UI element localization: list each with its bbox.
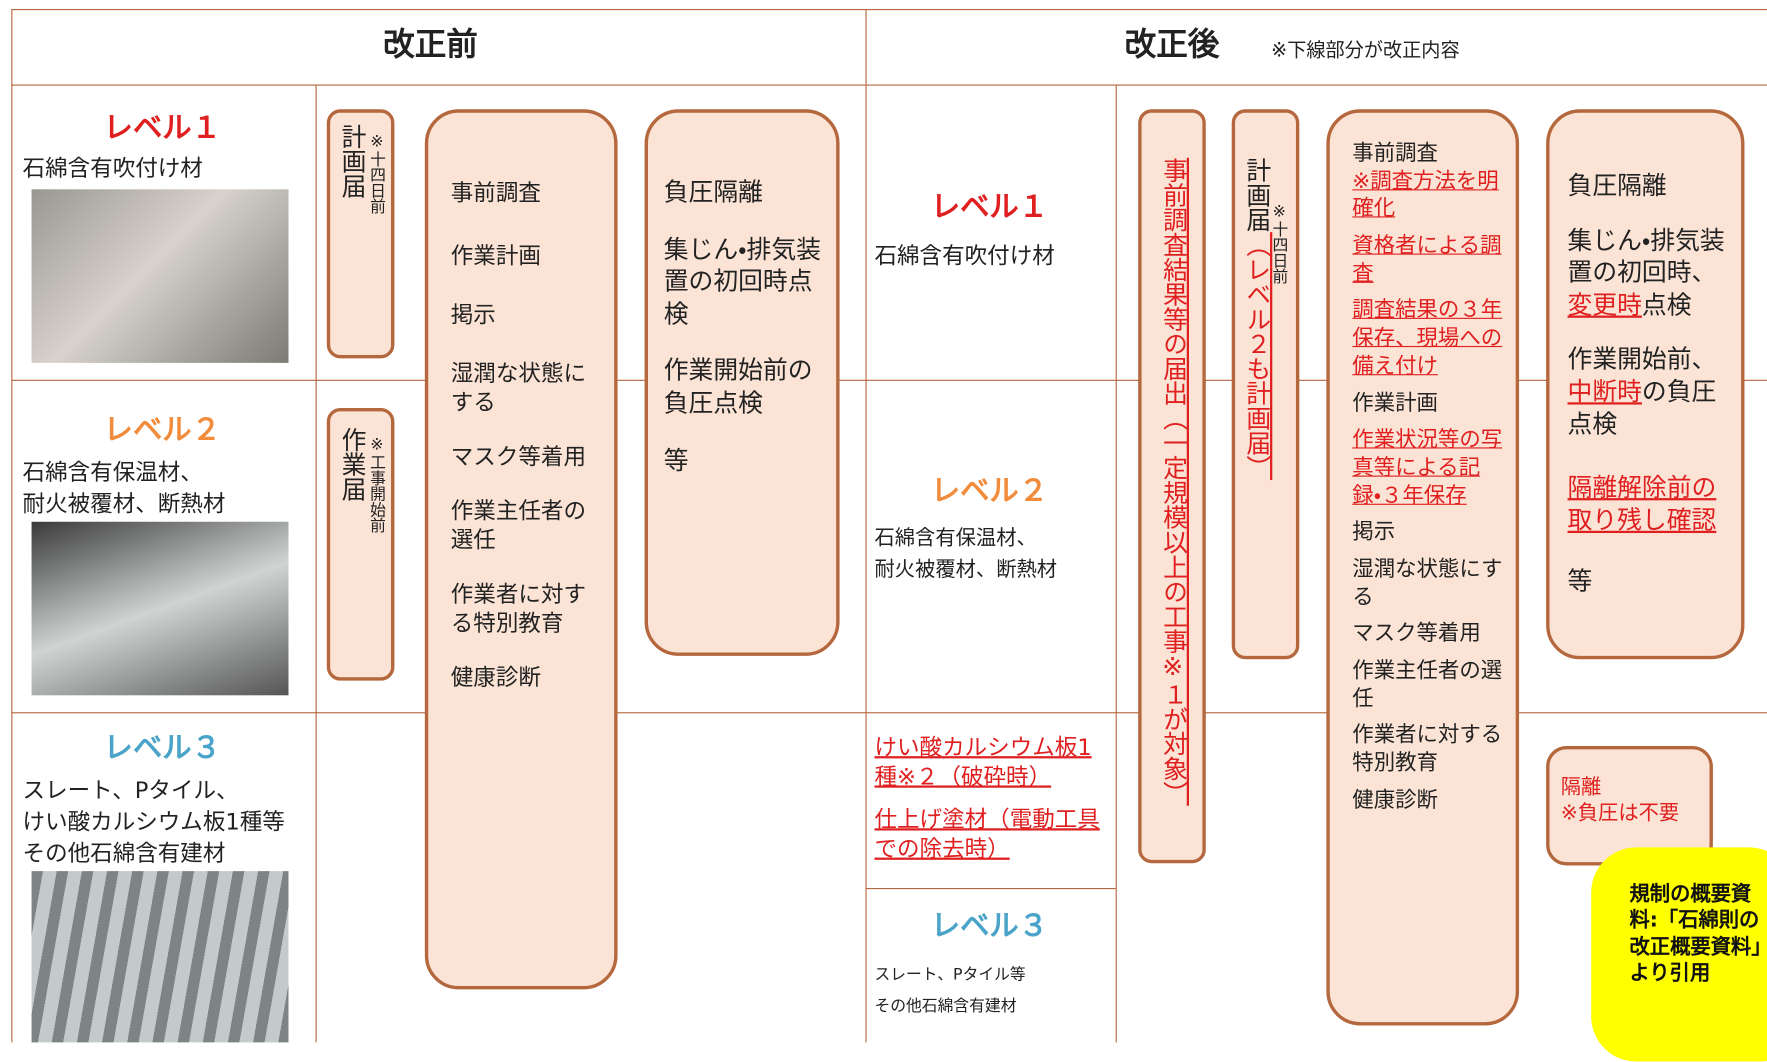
measure: 湿潤な状態にする [450, 359, 586, 416]
isolation-item: 等 [663, 446, 689, 476]
measure: 作業計画 [1352, 390, 1438, 416]
notice-note: ※十四日前 [1270, 202, 1289, 284]
measure: 湿潤な状態にする [1352, 556, 1503, 610]
notice-title: 計画届 [337, 123, 366, 199]
callout-text: 規制の概要資料:「石綿則の改正概要資料」より引用 [1629, 882, 1762, 986]
report-box: 事前調査結果等の届出（一定規模以上の工事※１が対象） [1138, 109, 1206, 864]
measure: 作業者に対する特別教育 [1352, 722, 1503, 776]
notice-title: 計画届（レベル２も計画届） [1241, 157, 1271, 611]
isolation-item: 集じん・排気装置の初回時、変更時点検 [1568, 226, 1733, 323]
isolation-text: の負圧点検 [1567, 378, 1717, 440]
measures-box: 事前調査 ※調査方法を明確化 資格者による調査 調査結果の３年保存、現場への備え付… [1326, 109, 1520, 1026]
measure: 作業主任者の選任 [1352, 658, 1503, 711]
frame-line [11, 9, 1767, 11]
isolation-note: ※負圧は不要 [1560, 801, 1680, 826]
header-before: 改正前 [383, 25, 478, 64]
isolation-text: 集じん・排気装置の初回時、 [1567, 227, 1725, 288]
isolation-item: 作業開始前、中断時の負圧点検 [1568, 345, 1733, 442]
measure: マスク等着用 [450, 442, 586, 470]
photo [31, 189, 289, 363]
notice-title: 作業届 [337, 427, 366, 502]
measure: 事前調査 [450, 179, 541, 207]
isolation-title: 隔離 [1560, 775, 1602, 799]
callout: 規制の概要資料:「石綿則の改正概要資料」より引用 [1591, 847, 1767, 1062]
isolation-added: 変更時 [1567, 291, 1642, 320]
measures-box: 事前調査 作業計画 掲示 湿潤な状態にする マスク等着用 作業主任者の選任 作業… [424, 109, 618, 990]
material: 石綿含有保温材、 [874, 526, 1037, 550]
material: 耐火被覆材、断熱材 [874, 557, 1058, 582]
measure: 健康診断 [1352, 787, 1438, 813]
level-label: レベル１ [103, 111, 221, 146]
isolation-item: 集じん・排気装置の初回時点検 [663, 236, 821, 329]
level-label: レベル２ [930, 474, 1049, 509]
measure: 資格者による調査 [1352, 233, 1502, 286]
isolation-text: 点検 [1641, 291, 1692, 320]
measure-added: ※調査方法を明確化 [1352, 168, 1499, 222]
measure: 調査結果の３年保存、現場への備え付け [1352, 297, 1503, 379]
report-text: 事前調査結果等の届出（一定規模以上の工事※１が対象） [1158, 157, 1187, 806]
header-after: 改正後 [1124, 25, 1220, 64]
measure: マスク等着用 [1352, 621, 1481, 647]
material: 石綿含有保温材、 [22, 458, 203, 486]
frame-line [11, 84, 1767, 86]
level-label: レベル３ [103, 731, 221, 766]
level-label: レベル３ [930, 909, 1049, 944]
isolation-box: 負圧隔離 集じん・排気装置の初回時、変更時点検 作業開始前、中断時の負圧点検 隔… [1546, 109, 1745, 660]
measure-text: 事前調査 [1352, 140, 1438, 166]
notice-box: 作業届 ※工事開始前 [326, 407, 395, 681]
frame-line [865, 888, 1116, 890]
material: その他石綿含有建材 [874, 997, 1017, 1016]
added-material: 仕上げ塗材（電動工具での除去時） [874, 805, 1100, 863]
notice-added: （レベル２も計画届） [1241, 232, 1271, 481]
isolation-item: 負圧隔離 [1567, 172, 1667, 201]
level-label: レベル２ [103, 413, 221, 448]
notice-note: ※十四日前 [367, 132, 386, 215]
photo [31, 521, 289, 696]
material: けい酸カルシウム板1種等 [22, 807, 285, 836]
material: スレート、Pタイル、 [22, 776, 239, 804]
measure: 事前調査 ※調査方法を明確化 [1352, 140, 1504, 223]
measure: 作業計画 [450, 242, 541, 270]
measure: 健康診断 [450, 663, 541, 691]
isolation-text: 作業開始前、 [1567, 346, 1717, 375]
isolation-box: 負圧隔離 集じん・排気装置の初回時点検 作業開始前の負圧点検 等 [644, 109, 840, 656]
isolation-item: 等 [1567, 568, 1593, 597]
isolation-added: 中断時 [1567, 378, 1642, 407]
material: 石綿含有吹付け材 [22, 154, 203, 182]
isolation-item: 作業開始前の負圧点検 [663, 357, 813, 419]
notice-title-text: 計画届 [1241, 157, 1271, 233]
level-label: レベル１ [930, 190, 1049, 225]
measure: 作業者に対する特別教育 [450, 580, 586, 637]
material: スレート、Pタイル等 [874, 965, 1026, 984]
measure: 作業状況等の写真等による記録・３年保存 [1352, 427, 1503, 508]
frame-line [11, 712, 1767, 714]
material: その他石綿含有建材 [22, 839, 226, 867]
isolation-item: 隔離解除前の取り残し確認 [1567, 474, 1717, 536]
frame-line [1115, 84, 1117, 1043]
measure: 掲示 [450, 300, 496, 328]
frame-line [11, 379, 1767, 381]
measure: 作業主任者の選任 [450, 496, 586, 554]
material: 石綿含有吹付け材 [874, 242, 1055, 270]
header-note: ※下線部分が改正内容 [1271, 39, 1460, 62]
isolation-item: 負圧隔離 [663, 179, 763, 208]
photo [31, 871, 289, 1043]
level3-isolation-box: 隔離 ※負圧は不要 [1546, 746, 1713, 866]
frame-line [865, 9, 867, 1043]
notice-note: ※工事開始前 [367, 436, 386, 534]
notice-box: 計画届 ※十四日前 [326, 109, 395, 359]
frame-line [315, 84, 317, 1043]
added-material: けい酸カルシウム板1種※２（破砕時） [874, 733, 1092, 790]
frame-line [11, 9, 13, 1043]
notice-box: 計画届（レベル２も計画届） ※十四日前 [1231, 109, 1300, 660]
material: 耐火被覆材、断熱材 [22, 490, 226, 518]
measure: 掲示 [1352, 519, 1396, 545]
